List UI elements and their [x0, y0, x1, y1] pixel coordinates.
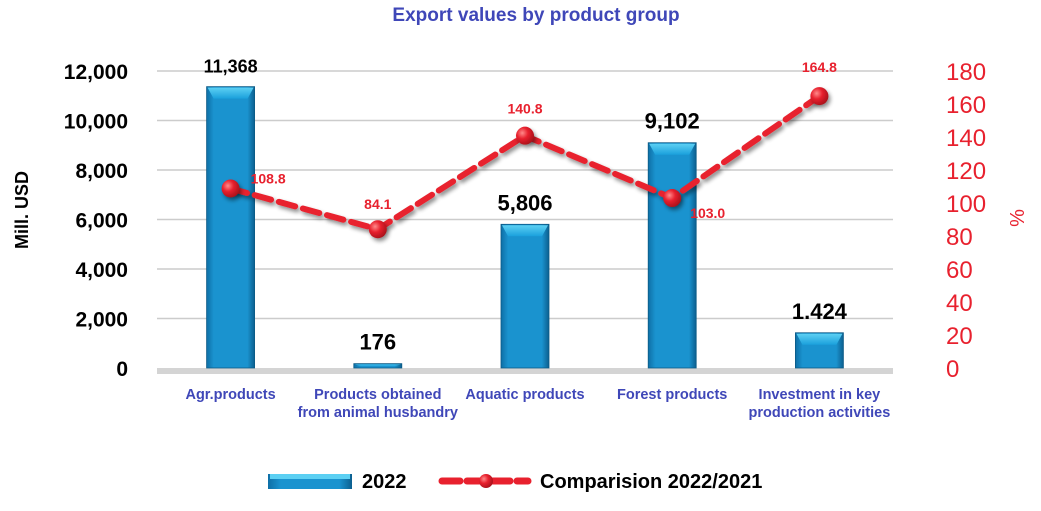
y-tick-label-right: 0 — [946, 356, 959, 383]
bar-series: 11,368 176 5,806 9,102 1.424 — [204, 57, 848, 369]
y-tick-label-left: 4,000 — [75, 259, 128, 282]
bar-group: 9,102 — [645, 109, 700, 369]
y-tick-label-right: 20 — [946, 323, 973, 350]
bar-group: 5,806 — [497, 190, 553, 369]
line-marker — [516, 126, 534, 145]
bar — [500, 223, 550, 369]
bar — [206, 86, 256, 369]
line-marker — [663, 189, 682, 208]
bar-group: 11,368 — [204, 57, 258, 369]
bar — [353, 363, 403, 369]
gridlines — [157, 70, 893, 374]
y-tick-label-right: 160 — [946, 92, 986, 119]
y-tick-label-left: 8,000 — [75, 160, 128, 183]
x-axis: Agr.products Products obtained from animal… — [185, 387, 890, 421]
bar-highlight — [796, 333, 843, 345]
y-axis-left: 0 2,000 4,000 6,000 8,000 10,000 12,000 — [64, 61, 128, 381]
line-data-label: 108.8 — [251, 170, 286, 186]
y-axis-left-label: Mill. USD — [12, 171, 32, 249]
y-tick-label-right: 140 — [946, 125, 986, 152]
bar-highlight — [649, 143, 696, 155]
bar-group: 176 — [353, 330, 403, 369]
y-tick-label-right: 60 — [946, 257, 973, 284]
y-axis-right-label: % — [1007, 209, 1029, 227]
y-tick-label-right: 120 — [946, 158, 986, 185]
bar-highlight — [207, 87, 254, 99]
bar-group: 1.424 — [792, 299, 848, 369]
bar — [647, 142, 697, 369]
y-tick-label-right: 40 — [946, 290, 973, 317]
line-data-label: 103.0 — [690, 205, 725, 221]
y-tick-label-left: 12,000 — [64, 61, 128, 84]
x-tick-label: Products obtained — [314, 387, 441, 403]
bar-data-label: 176 — [359, 330, 396, 355]
y-tick-label-left: 6,000 — [75, 210, 128, 233]
x-tick-label: Investment in key — [759, 387, 881, 403]
legend-bar-label: 2022 — [362, 471, 407, 493]
bar-data-label: 11,368 — [204, 57, 258, 77]
chart-title: Export values by product group — [392, 5, 679, 26]
bar-data-label: 9,102 — [645, 109, 700, 134]
legend-bar-swatch-top — [270, 474, 350, 479]
line-data-label: 164.8 — [802, 59, 837, 75]
line-marker — [368, 220, 387, 239]
bar-data-label: 5,806 — [497, 190, 552, 215]
legend-line-label: Comparision 2022/2021 — [540, 471, 762, 493]
line-marker — [810, 87, 829, 106]
bar-highlight — [354, 364, 401, 366]
line-data-label: 140.8 — [507, 101, 542, 117]
x-tick-label: Agr.products — [185, 387, 275, 403]
line-data-label: 84.1 — [364, 196, 391, 212]
bar-highlight — [502, 225, 548, 237]
x-axis-line — [157, 368, 893, 374]
y-tick-label-right: 180 — [946, 59, 986, 86]
bar-data-label: 1.424 — [792, 299, 848, 324]
x-tick-label: Aquatic products — [465, 387, 584, 403]
legend: 2022 Comparision 2022/2021 — [268, 471, 762, 493]
y-tick-label-left: 10,000 — [64, 111, 128, 134]
y-tick-label-right: 100 — [946, 191, 986, 218]
legend-item-bar: 2022 — [268, 471, 407, 493]
line-marker — [221, 179, 240, 198]
x-tick-label: production activities — [748, 405, 890, 421]
x-tick-label: from animal husbandry — [298, 405, 458, 421]
x-tick-label: Forest products — [617, 387, 727, 403]
y-tick-label-left: 2,000 — [75, 309, 128, 332]
y-axis-right: 0 20 40 60 80 100 120 140 160 180 — [946, 59, 986, 383]
legend-item-line: Comparision 2022/2021 — [438, 471, 762, 493]
y-tick-label-left: 0 — [116, 358, 128, 381]
line-series: 108.8 84.1 140.8 103.0 164.8 — [221, 59, 837, 239]
y-tick-label-right: 80 — [946, 224, 973, 251]
legend-line-marker — [479, 474, 493, 488]
